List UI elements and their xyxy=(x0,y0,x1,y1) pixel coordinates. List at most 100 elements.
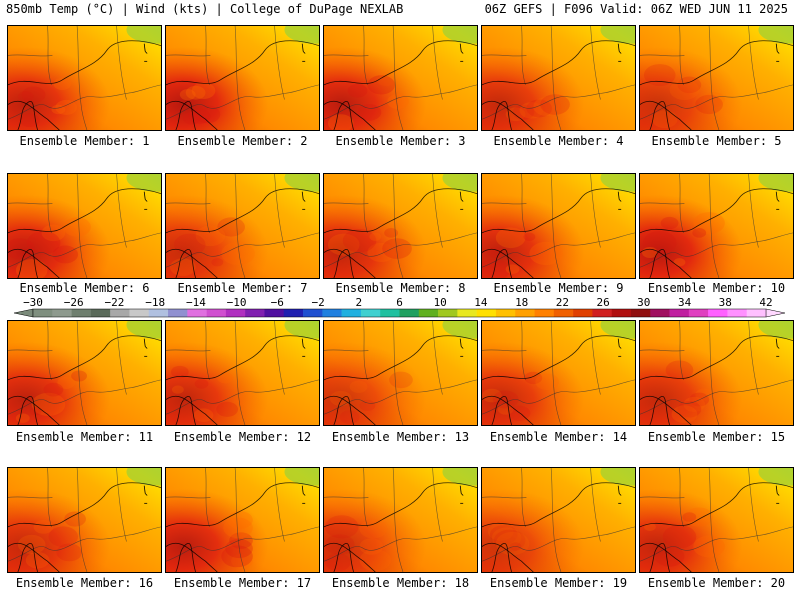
ensemble-member-caption: Ensemble Member: 9 xyxy=(493,281,624,295)
colorbar-tick-label: −2 xyxy=(311,296,324,309)
colorbar-swatch xyxy=(168,309,188,317)
ensemble-member-caption: Ensemble Member: 19 xyxy=(489,576,628,590)
colorbar-min-arrow xyxy=(13,308,34,318)
ensemble-member-panel xyxy=(165,173,320,279)
ensemble-member-caption: Ensemble Member: 3 xyxy=(335,134,466,148)
ensemble-member-caption: Ensemble Member: 4 xyxy=(493,134,624,148)
ensemble-member-caption: Ensemble Member: 16 xyxy=(15,576,154,590)
colorbar-swatch xyxy=(399,309,420,317)
temperature-field-map xyxy=(482,468,635,572)
colorbar-swatch xyxy=(476,309,497,317)
ensemble-member-caption: Ensemble Member: 1 xyxy=(19,134,150,148)
colorbar-swatch xyxy=(90,309,111,317)
colorbar-swatch xyxy=(515,309,535,317)
map-title: 850mb Temp (°C) | Wind (kts) | College o… xyxy=(6,2,404,16)
temperature-field-map xyxy=(640,174,793,278)
temperature-field-map xyxy=(640,321,793,425)
colorbar-swatch xyxy=(380,309,400,317)
temperature-field-map xyxy=(482,321,635,425)
colorbar-tick-label: 26 xyxy=(596,296,609,309)
colorbar-swatch xyxy=(418,309,439,317)
colorbar-swatch xyxy=(360,309,381,317)
ensemble-member-panel xyxy=(323,25,478,131)
ensemble-member-panel xyxy=(7,320,162,426)
ensemble-member-caption: Ensemble Member: 10 xyxy=(647,281,786,295)
ensemble-member-caption: Ensemble Member: 15 xyxy=(647,430,786,444)
colorbar-swatch xyxy=(611,309,632,317)
temperature-field-map xyxy=(482,26,635,130)
colorbar-swatch xyxy=(71,309,92,317)
colorbar-tick-label: −6 xyxy=(271,296,284,309)
temperature-field-map xyxy=(8,174,161,278)
temperature-field-map xyxy=(324,468,477,572)
colorbar-swatch xyxy=(553,309,574,317)
ensemble-member-caption: Ensemble Member: 18 xyxy=(331,576,470,590)
colorbar-swatch xyxy=(148,309,169,317)
ensemble-member-caption: Ensemble Member: 11 xyxy=(15,430,154,444)
ensemble-member-caption: Ensemble Member: 8 xyxy=(335,281,466,295)
ensemble-member-panel xyxy=(323,467,478,573)
temperature-field-map xyxy=(8,26,161,130)
colorbar-swatch xyxy=(650,309,670,317)
ensemble-member-panel xyxy=(7,467,162,573)
colorbar-swatch xyxy=(341,309,362,317)
colorbar-swatch xyxy=(187,309,207,317)
temperature-field-map xyxy=(482,174,635,278)
ensemble-member-panel xyxy=(639,25,794,131)
temperature-field-map xyxy=(166,321,319,425)
ensemble-member-panel xyxy=(639,320,794,426)
ensemble-member-panel xyxy=(481,320,636,426)
colorbar-tick-label: −26 xyxy=(64,296,84,309)
colorbar-swatch xyxy=(708,309,728,317)
colorbar-max-arrow xyxy=(765,308,786,318)
colorbar-swatch xyxy=(33,309,53,317)
colorbar-swatch xyxy=(438,309,458,317)
temperature-field-map xyxy=(8,468,161,572)
colorbar-tick-label: 38 xyxy=(719,296,732,309)
ensemble-member-caption: Ensemble Member: 7 xyxy=(177,281,308,295)
model-run-info: 06Z GEFS | F096 Valid: 06Z WED JUN 11 20… xyxy=(484,2,788,16)
ensemble-member-panel xyxy=(7,173,162,279)
colorbar-tick-label: 14 xyxy=(474,296,488,309)
ensemble-member-caption: Ensemble Member: 12 xyxy=(173,430,312,444)
temperature-field-map xyxy=(166,174,319,278)
colorbar-tick-label: −14 xyxy=(186,296,206,309)
temperature-colorbar: −30 −26 −22 −18 −14 −10 −6 −2 2 6 10 14 18 22 26 30 34 38… xyxy=(13,296,786,318)
colorbar-swatch xyxy=(52,309,72,317)
colorbar-tick-label: 6 xyxy=(396,296,403,309)
colorbar-swatch xyxy=(322,309,342,317)
temperature-field-map xyxy=(166,468,319,572)
ensemble-member-panel xyxy=(481,173,636,279)
ensemble-member-caption: Ensemble Member: 2 xyxy=(177,134,308,148)
colorbar-swatch xyxy=(225,309,246,317)
colorbar-tick-label: −30 xyxy=(23,296,43,309)
ensemble-member-panel xyxy=(165,320,320,426)
temperature-field-map xyxy=(324,26,477,130)
colorbar-swatch xyxy=(534,309,555,317)
colorbar-swatch xyxy=(630,309,651,317)
colorbar-swatch xyxy=(727,309,748,317)
ensemble-member-caption: Ensemble Member: 20 xyxy=(647,576,786,590)
colorbar-tick-label: 18 xyxy=(515,296,528,309)
ensemble-member-panel xyxy=(481,25,636,131)
colorbar-swatch xyxy=(746,309,767,317)
colorbar-tick-label: 10 xyxy=(434,296,447,309)
ensemble-member-panel xyxy=(165,25,320,131)
ensemble-member-caption: Ensemble Member: 13 xyxy=(331,430,470,444)
colorbar-swatch xyxy=(206,309,227,317)
temperature-field-map xyxy=(324,321,477,425)
ensemble-member-panel xyxy=(323,320,478,426)
colorbar-swatch xyxy=(495,309,516,317)
colorbar-swatch xyxy=(245,309,265,317)
ensemble-member-panel xyxy=(7,25,162,131)
colorbar-tick-label: 42 xyxy=(759,296,772,309)
ensemble-member-panel xyxy=(639,467,794,573)
colorbar-swatch xyxy=(283,309,304,317)
ensemble-member-caption: Ensemble Member: 5 xyxy=(651,134,782,148)
colorbar-swatch xyxy=(457,309,477,317)
colorbar-tick-label: 34 xyxy=(678,296,692,309)
colorbar-tick-label: 30 xyxy=(637,296,650,309)
colorbar-swatch xyxy=(669,309,690,317)
colorbar-tick-label: −10 xyxy=(227,296,247,309)
colorbar-swatch xyxy=(592,309,612,317)
